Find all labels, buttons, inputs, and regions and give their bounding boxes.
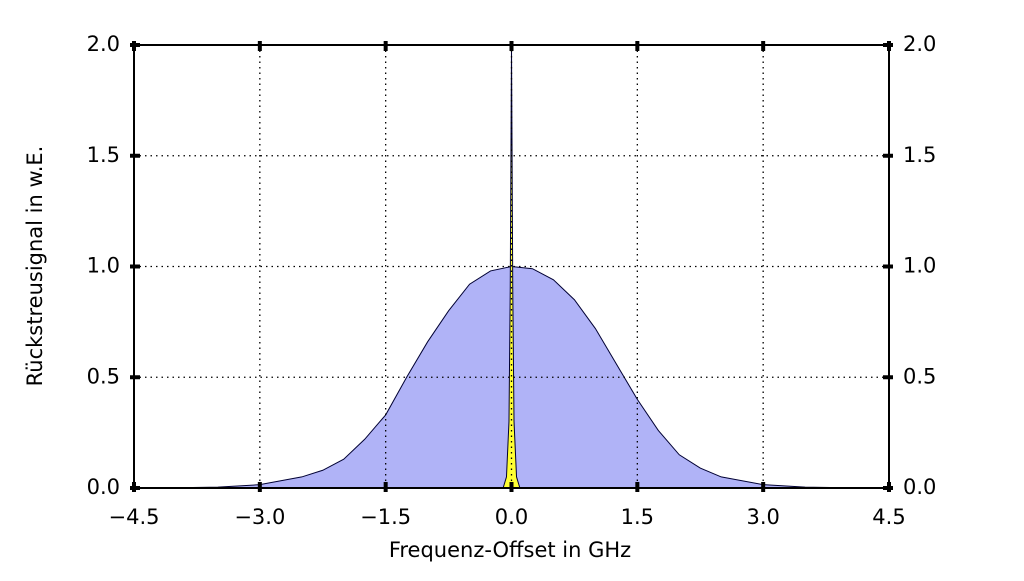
y-tick-label: 0.0 (87, 475, 120, 499)
y-tick-label: 2.0 (87, 32, 120, 56)
plot-frame (133, 44, 890, 489)
y-tick-label: 1.5 (87, 143, 120, 167)
y2-tick-label: 2.0 (903, 32, 936, 56)
x-tick-label: 1.5 (621, 505, 654, 529)
x-tick-label: 4.5 (872, 505, 905, 529)
y-tick-label: 1.0 (87, 254, 120, 278)
x-tick-label: −4.5 (109, 505, 160, 529)
y-axis-label: Rückstreusignal in w.E. (23, 146, 47, 387)
y2-tick-label: 1.0 (903, 254, 936, 278)
y2-tick-label: 0.5 (903, 364, 936, 388)
x-axis-label: Frequenz-Offset in GHz (389, 538, 631, 562)
x-tick-label: −1.5 (360, 505, 411, 529)
x-tick-label: −3.0 (234, 505, 285, 529)
y-tick-label: 0.5 (87, 364, 120, 388)
x-tick-label: 0.0 (495, 505, 528, 529)
y2-tick-label: 1.5 (903, 143, 936, 167)
x-tick-label: 3.0 (746, 505, 779, 529)
y2-tick-label: 0.0 (903, 475, 936, 499)
